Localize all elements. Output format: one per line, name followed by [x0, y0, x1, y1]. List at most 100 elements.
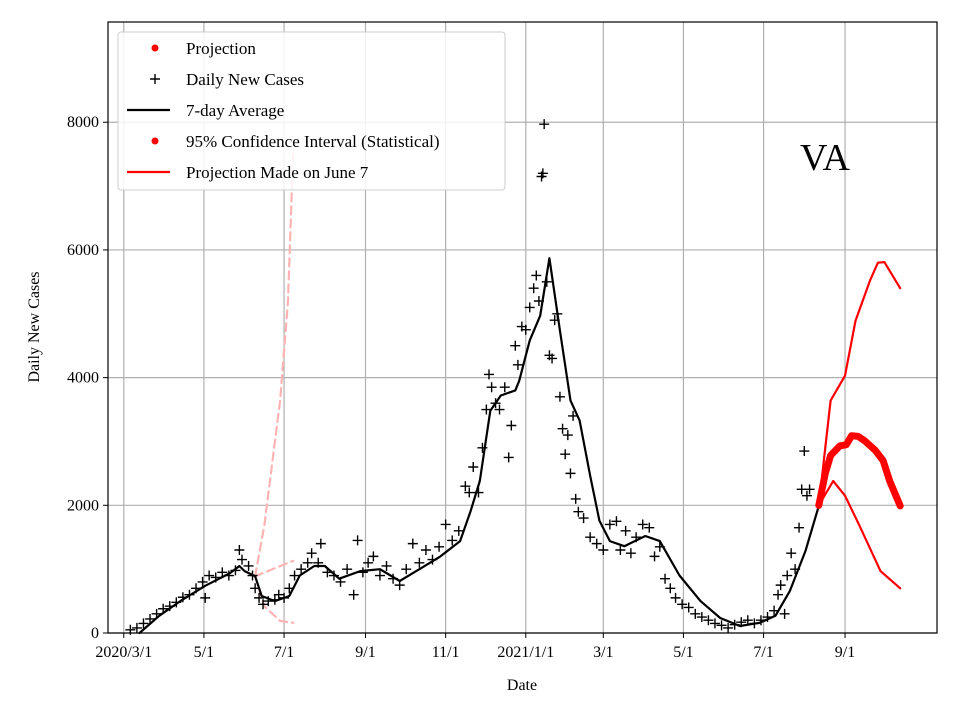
- daily-cases-point: [723, 622, 734, 633]
- daily-cases-point: [611, 516, 622, 527]
- daily-cases-point: [315, 538, 326, 549]
- daily-cases-point: [801, 490, 812, 501]
- daily-cases-point: [557, 423, 568, 434]
- daily-cases-point: [296, 564, 307, 575]
- daily-cases-point: [709, 618, 720, 629]
- daily-cases-point: [615, 545, 626, 556]
- daily-cases-point: [794, 522, 805, 533]
- daily-cases-point: [368, 551, 379, 562]
- x-tick-label: 9/1: [835, 644, 855, 661]
- legend-box: [117, 31, 506, 191]
- x-axis-label: Date: [507, 677, 537, 694]
- daily-cases-point: [578, 513, 589, 524]
- projection-made-on-june-7-mid-line: [254, 559, 295, 578]
- projection-made-on-june-7-upper-line: [254, 149, 295, 578]
- daily-cases-point: [585, 532, 596, 543]
- daily-cases-point: [591, 538, 602, 549]
- daily-cases-point: [464, 487, 475, 498]
- daily-cases-point: [804, 484, 815, 495]
- daily-cases-point: [204, 570, 215, 581]
- daily-cases-point: [483, 369, 494, 380]
- daily-cases-point: [481, 404, 492, 415]
- daily-cases-point: [528, 283, 539, 294]
- x-tick-label: 9/1: [355, 644, 375, 661]
- daily-cases-point: [306, 548, 317, 559]
- daily-cases-point: [524, 302, 535, 313]
- daily-cases-point: [145, 613, 156, 624]
- daily-cases-point: [258, 599, 269, 610]
- daily-cases-point: [554, 391, 565, 402]
- axis-ticks: 2020/3/1 5/1 7/1 9/1 11/1 2021/1/1 3/1 5/1 7/1 9/…: [67, 114, 855, 661]
- daily-cases-point: [565, 468, 576, 479]
- daily-cases-point: [683, 602, 694, 613]
- daily-cases-point: [503, 452, 514, 463]
- daily-cases-point: [381, 560, 392, 571]
- legend-label: 95% Confidence Interval (Statistical): [186, 132, 440, 151]
- daily-cases-point: [537, 168, 548, 179]
- daily-cases-point: [348, 589, 359, 600]
- daily-cases-point: [779, 608, 790, 619]
- x-tick-label: 5/1: [673, 644, 693, 661]
- legend-dot-icon: [151, 44, 159, 52]
- daily-cases-point: [782, 570, 793, 581]
- daily-cases-point: [131, 622, 142, 633]
- daily-cases-point: [363, 557, 374, 568]
- daily-cases-point: [342, 564, 353, 575]
- 95-ci-upper-line: [817, 261, 902, 507]
- x-tick-label: 11/1: [432, 644, 460, 661]
- daily-cases-point: [234, 545, 245, 556]
- daily-cases-point: [573, 506, 584, 517]
- daily-cases-point: [302, 557, 313, 568]
- plot-frame: [107, 21, 938, 634]
- daily-cases-point: [547, 353, 558, 364]
- daily-cases-point: [401, 564, 412, 575]
- daily-cases-point: [531, 270, 542, 281]
- daily-cases-point: [620, 525, 631, 536]
- daily-cases-point: [420, 545, 431, 556]
- daily-cases-point: [254, 592, 265, 603]
- daily-cases-point: [460, 481, 471, 492]
- daily-cases-point: [237, 554, 248, 565]
- 7-day-average-line: [138, 257, 820, 635]
- daily-cases-point: [625, 548, 636, 559]
- daily-cases-point: [414, 557, 425, 568]
- daily-cases-point: [468, 462, 479, 473]
- daily-cases-point: [670, 592, 681, 603]
- y-tick-label: 8000: [67, 114, 99, 131]
- legend-label: 7-day Average: [186, 101, 284, 120]
- daily-cases-point: [510, 340, 521, 351]
- daily-cases-point: [598, 545, 609, 556]
- y-axis-label: Daily New Cases: [26, 271, 43, 382]
- daily-cases-point: [512, 359, 523, 370]
- daily-cases-point: [243, 560, 254, 571]
- daily-cases-point: [690, 608, 701, 619]
- x-tick-label: 5/1: [194, 644, 214, 661]
- daily-cases-point: [696, 612, 707, 623]
- daily-cases-point: [138, 618, 149, 629]
- daily-cases-point: [799, 446, 810, 457]
- plot-marks: [125, 119, 904, 635]
- legend-label: Daily New Cases: [186, 70, 304, 89]
- daily-cases-point: [786, 548, 797, 559]
- daily-cases-point: [499, 382, 510, 393]
- daily-cases-point: [604, 519, 615, 530]
- legend-label: Projection: [186, 39, 256, 58]
- legend: Projection Daily New Cases 7-day Average 95…: [117, 31, 506, 191]
- daily-cases-point: [677, 599, 688, 610]
- daily-cases-point: [217, 567, 228, 578]
- daily-cases-point: [520, 324, 531, 335]
- daily-cases-point: [716, 620, 727, 631]
- daily-cases-point: [703, 615, 714, 626]
- daily-cases-point: [644, 522, 655, 533]
- daily-cases-point: [486, 382, 497, 393]
- legend-label: Projection Made on June 7: [186, 163, 369, 182]
- x-tick-label: 7/1: [753, 644, 773, 661]
- legend-dot-icon: [151, 137, 159, 145]
- daily-cases-point: [773, 589, 784, 600]
- daily-cases-point: [775, 580, 786, 591]
- daily-cases-point: [434, 541, 445, 552]
- daily-cases-point: [660, 573, 671, 584]
- daily-cases-point: [352, 535, 363, 546]
- y-tick-label: 0: [91, 625, 99, 642]
